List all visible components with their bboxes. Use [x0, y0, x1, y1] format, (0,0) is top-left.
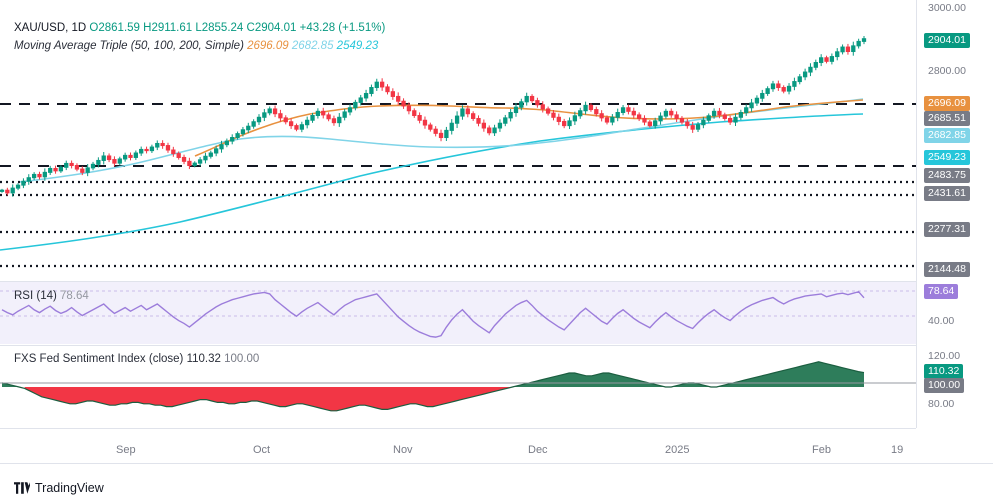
fxs-legend-ref: 100.00 [224, 353, 260, 365]
fxs-tick-120: 120.00 [928, 350, 961, 362]
fxs-legend-title[interactable]: FXS Fed Sentiment Index (close) [14, 353, 184, 365]
price-tag-2277: 2277.31 [924, 222, 970, 237]
fxs-line [1, 361, 865, 412]
sma-50-line [194, 99, 864, 157]
fxs-negative-area [24, 387, 513, 411]
legend-ohlc-c: C2904.01 [243, 22, 297, 34]
candlestick-series [0, 35, 867, 197]
price-tag-2685: 2685.51 [924, 111, 970, 126]
sma-200-line [0, 113, 864, 251]
time-label-2025: 2025 [665, 444, 690, 456]
rsi-tag-value: 78.64 [924, 284, 959, 299]
price-tick-2800: 2800.00 [928, 65, 966, 77]
ma-200-value: 2549.23 [336, 40, 379, 52]
legend-ohlc-o: O2861.59 [89, 22, 140, 34]
tradingview-logo[interactable]: TradingView [14, 481, 104, 495]
legend-ohlc-l: L2855.24 [192, 22, 244, 34]
time-label-oct: Oct [253, 444, 271, 456]
rsi-line [1, 290, 865, 338]
time-label-19: 19 [891, 444, 904, 456]
tradingview-mark-icon [14, 482, 30, 494]
rsi-legend-title[interactable]: RSI (14) [14, 290, 57, 302]
price-tag-2483: 2483.75 [924, 168, 970, 183]
price-tag-sma200: 2549.23 [924, 150, 970, 165]
price-tick-3000: 3000.00 [928, 2, 966, 14]
legend-ohlc-h: H2911.61 [139, 22, 193, 34]
rsi-tick-40: 40.00 [928, 315, 955, 327]
fxs-positive-area [2, 361, 864, 387]
fxs-tag-baseline: 100.00 [924, 378, 965, 393]
rsi-pane [0, 290, 916, 338]
footer-divider [0, 463, 993, 464]
price-tag-2144: 2144.48 [924, 262, 970, 277]
time-label-nov: Nov [393, 444, 413, 456]
ma-100-value: 2682.85 [291, 40, 334, 52]
ma-legend-title[interactable]: Moving Average Triple (50, 100, 200, Sim… [14, 40, 244, 52]
fxs-tag-value: 110.32 [924, 364, 964, 379]
price-tag-sma50: 2696.09 [924, 96, 970, 111]
time-label-dec: Dec [528, 444, 548, 456]
ma-legend: Moving Average Triple (50, 100, 200, Sim… [14, 40, 378, 52]
price-tag-2431: 2431.61 [924, 186, 970, 201]
legend-change: +43.28 (+1.51%) [296, 22, 386, 34]
rsi-legend: RSI (14) 78.64 [14, 290, 89, 302]
price-pane [0, 35, 916, 268]
fxs-tick-80: 80.00 [928, 398, 955, 410]
fxs-legend: FXS Fed Sentiment Index (close) 110.32 1… [14, 353, 259, 365]
time-label-sep: Sep [116, 444, 136, 456]
price-tag-last: 2904.01 [924, 33, 970, 48]
price-tag-sma100: 2682.85 [924, 128, 970, 143]
price-legend: XAU/USD, 1D O2861.59 H2911.61 L2855.24 C… [14, 22, 385, 34]
rsi-legend-value: 78.64 [60, 290, 89, 302]
ma-50-value: 2696.09 [247, 40, 289, 52]
legend-symbol[interactable]: XAU/USD, 1D [14, 22, 87, 34]
fxs-legend-value: 110.32 [186, 353, 221, 365]
fxs-pane [0, 361, 916, 412]
time-label-feb: Feb [812, 444, 831, 456]
tradingview-brand-label: TradingView [35, 481, 104, 495]
